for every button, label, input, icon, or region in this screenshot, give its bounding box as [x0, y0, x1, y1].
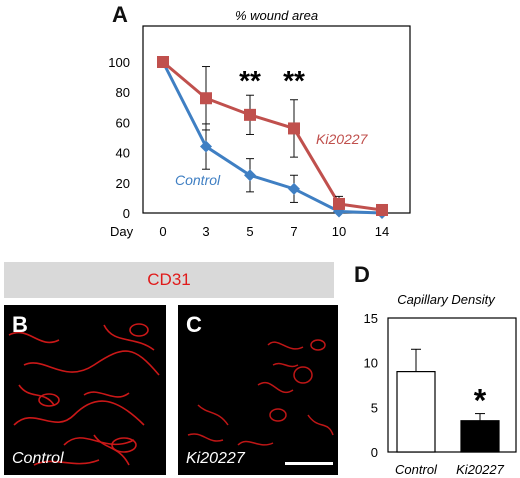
capillary-density-chart: Capillary Density 0 5 10 15 Control Ki20227 * — [364, 292, 517, 477]
micrograph-ki20227-label: Ki20227 — [186, 450, 245, 467]
data-point-ki20227 — [333, 197, 345, 210]
x-tick-label: 3 — [202, 224, 209, 239]
significance-mark: ** — [239, 65, 261, 96]
wound-area-chart: % wound area 0 20 40 60 80 100 Day 0 3 5 7 10 14 Contr… — [108, 8, 411, 239]
scale-bar — [285, 462, 333, 465]
y-tick-label: 80 — [116, 85, 130, 100]
y-tick-label: 15 — [364, 311, 378, 326]
data-point-ki20227 — [376, 203, 388, 216]
x-tick-label: 7 — [290, 224, 297, 239]
plot-frame — [387, 317, 517, 453]
series-line-ki20227 — [162, 60, 383, 212]
y-tick-label: 20 — [116, 176, 130, 191]
cd31-label: CD31 — [147, 270, 191, 289]
data-point-control — [288, 182, 300, 195]
category-label: Control — [395, 462, 438, 477]
plot-frame — [142, 25, 411, 214]
y-tick-label: 40 — [116, 146, 130, 161]
category-label: Ki20227 — [456, 462, 504, 477]
y-tick-label: 0 — [123, 206, 130, 221]
significance-mark: * — [474, 383, 487, 419]
data-point-ki20227 — [244, 108, 256, 121]
cd31-header-band — [4, 262, 334, 298]
x-axis-label: Day — [110, 224, 134, 239]
data-point-control — [200, 140, 212, 153]
micrograph-ki20227 — [178, 305, 338, 475]
y-tick-label: 5 — [371, 400, 378, 415]
x-tick-label: 0 — [159, 224, 166, 239]
series-line-control — [161, 61, 383, 215]
y-tick-label: 60 — [116, 115, 130, 130]
panel-letter-b: B — [12, 312, 28, 337]
panel-letter-a: A — [112, 2, 128, 27]
bar-ki20227 — [460, 420, 500, 453]
chart-title: Capillary Density — [397, 292, 496, 307]
data-point-ki20227 — [200, 92, 212, 105]
series-label-control: Control — [175, 172, 221, 188]
micrograph-control-image — [8, 323, 160, 466]
bar-control — [396, 370, 436, 453]
series-label-ki20227: Ki20227 — [316, 131, 369, 147]
x-tick-label: 10 — [332, 224, 346, 239]
chart-title: % wound area — [235, 8, 318, 23]
micrograph-control-label: Control — [12, 450, 64, 467]
y-tick-label: 10 — [364, 356, 378, 371]
data-point-ki20227 — [157, 56, 169, 68]
micrograph-control — [4, 305, 166, 475]
panel-letter-c: C — [186, 312, 202, 337]
data-point-control — [244, 169, 256, 182]
micrograph-ki20227-image — [187, 339, 334, 446]
data-point-ki20227 — [288, 122, 300, 135]
significance-mark: ** — [283, 65, 305, 96]
y-tick-label: 100 — [108, 55, 130, 70]
y-tick-label: 0 — [371, 445, 378, 460]
x-tick-label: 14 — [375, 224, 389, 239]
x-tick-label: 5 — [246, 224, 253, 239]
panel-letter-d: D — [354, 262, 370, 287]
